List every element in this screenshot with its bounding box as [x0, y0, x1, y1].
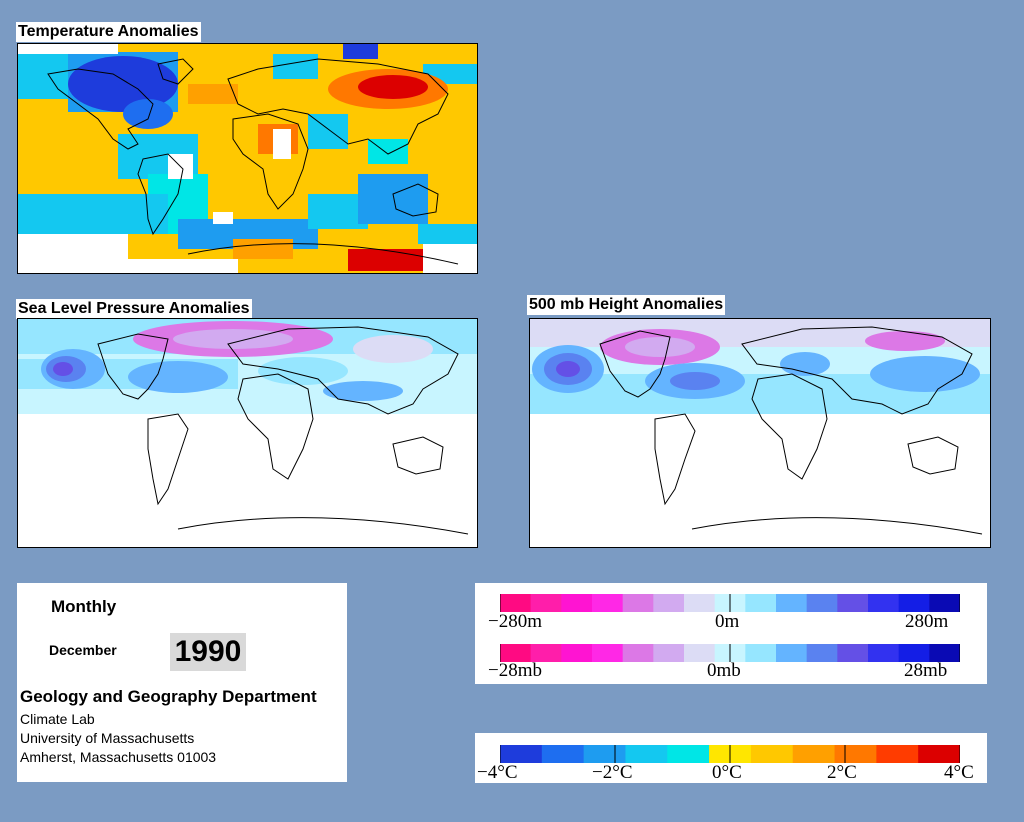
temperature-anomaly-map — [17, 43, 478, 274]
ramp-swatch — [898, 594, 930, 612]
ramp-swatch — [868, 594, 900, 612]
slp-anomaly-map — [17, 318, 478, 548]
ramp-swatch — [806, 594, 838, 612]
info-box: Monthly December 1990 Geology and Geogra… — [17, 583, 347, 782]
ramp-swatch — [500, 644, 532, 662]
ramp-swatch — [834, 745, 877, 763]
ramp-swatch — [667, 745, 710, 763]
address-line: Amherst, Massachusetts 01003 — [20, 749, 217, 765]
ramp-swatch — [876, 745, 919, 763]
temp-scale-label-3: 2°C — [827, 762, 857, 783]
ramp-swatch — [653, 594, 685, 612]
ramp-swatch — [792, 745, 836, 763]
height-scale-zero: 0m — [715, 611, 740, 632]
ramp-swatch — [583, 745, 626, 763]
university-name: University of Massachusetts — [20, 730, 195, 746]
ramp-swatch — [622, 594, 654, 612]
ramp-swatch — [837, 594, 869, 612]
temp-scale-label-1: −2°C — [592, 762, 633, 783]
pressure-scale-min: −28mb — [488, 660, 542, 681]
ramp-swatch — [541, 745, 585, 763]
ramp-swatch — [929, 644, 960, 662]
ramp-swatch — [625, 745, 668, 763]
ramp-swatch — [592, 644, 624, 662]
ramp-swatch — [745, 594, 777, 612]
ramp-swatch — [500, 594, 532, 612]
ramp-swatch — [530, 594, 562, 612]
department-name: Geology and Geography Department — [20, 687, 317, 706]
anomaly-scale-legend: −280m 0m 280m −28mb 0mb 28mb — [475, 583, 987, 684]
ramp-swatch — [868, 644, 900, 662]
lab-name: Climate Lab — [20, 711, 95, 727]
period-label: Monthly — [51, 597, 117, 616]
ramp-swatch — [898, 644, 930, 662]
month-label: December — [49, 642, 117, 658]
ramp-swatch — [776, 644, 808, 662]
ramp-swatch — [929, 594, 960, 612]
ramp-swatch — [918, 745, 960, 763]
pressure-scale-zero: 0mb — [707, 660, 741, 681]
temp-scale-label-0: −4°C — [477, 762, 518, 783]
temp-scale-label-4: 4°C — [944, 762, 974, 783]
height-anomaly-map — [529, 318, 991, 548]
ramp-swatch — [653, 644, 685, 662]
ramp-swatch — [684, 594, 716, 612]
ramp-swatch — [622, 644, 654, 662]
ramp-swatch — [561, 644, 593, 662]
ramp-swatch — [684, 644, 716, 662]
year-badge: 1990 — [170, 633, 246, 671]
pressure-scale-max: 28mb — [904, 660, 948, 681]
ramp-swatch — [837, 644, 869, 662]
height-scale-max: 280m — [905, 611, 949, 632]
ramp-swatch — [806, 644, 838, 662]
height-map-title: 500 mb Height Anomalies — [527, 295, 726, 315]
temperature-color-ramp — [500, 745, 960, 763]
ramp-swatch — [750, 745, 794, 763]
height-scale-min: −280m — [488, 611, 542, 632]
temperature-map-title: Temperature Anomalies — [16, 22, 201, 42]
temperature-scale-legend: −4°C −2°C 0°C 2°C 4°C — [475, 733, 987, 783]
ramp-swatch — [500, 745, 543, 763]
ramp-swatch — [776, 594, 808, 612]
ramp-swatch — [592, 594, 624, 612]
slp-map-title: Sea Level Pressure Anomalies — [16, 299, 252, 319]
height-color-ramp — [500, 594, 960, 612]
ramp-swatch — [561, 594, 593, 612]
ramp-swatch — [745, 644, 777, 662]
temp-scale-label-2: 0°C — [712, 762, 742, 783]
pressure-color-ramp — [500, 644, 960, 662]
ramp-swatch — [530, 644, 562, 662]
